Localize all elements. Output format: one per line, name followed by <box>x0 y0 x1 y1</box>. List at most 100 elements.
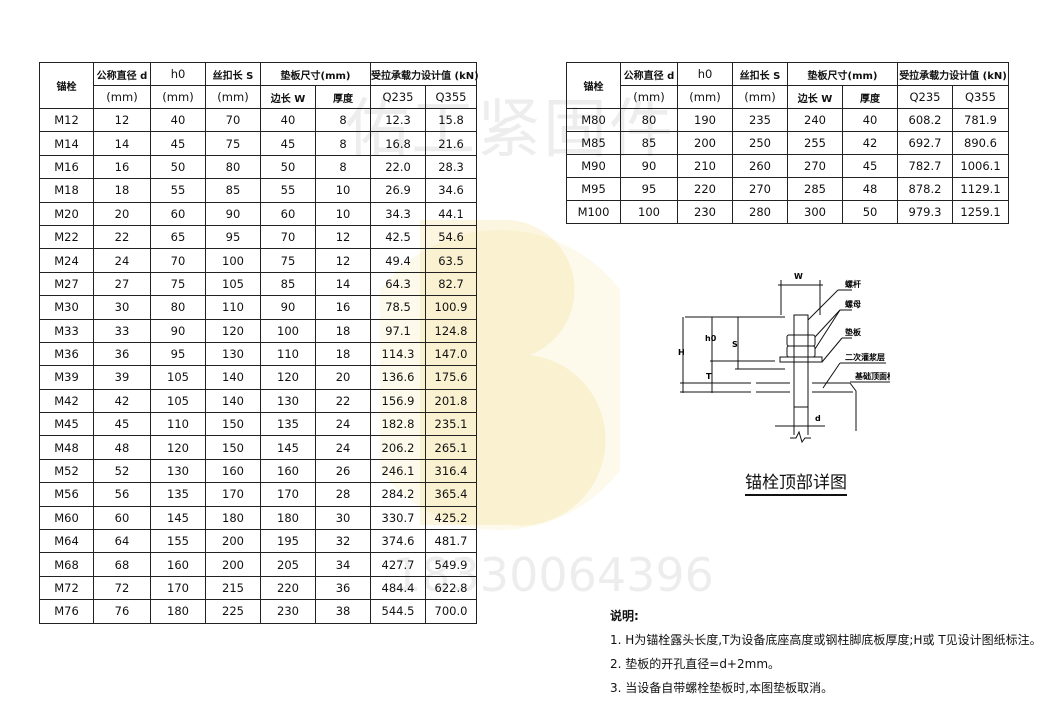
table-cell: M76 <box>39 599 94 624</box>
table-cell: 374.6 <box>370 529 427 554</box>
note-item: 1. H为锚栓露头长度,T为设备底座高度或钢柱脚底板厚度;H或 T见设计图纸标注… <box>610 633 1042 647</box>
header-plate-t: 厚度 <box>841 85 899 109</box>
table-cell: 105 <box>150 365 206 390</box>
table-row: M12 12 40 70 40 8 12.3 15.8 <box>39 107 478 133</box>
table-cell: 16.8 <box>370 131 427 156</box>
label-d: d <box>815 414 821 423</box>
table-cell: 12 <box>314 224 372 250</box>
header-load: 受拉承载力设计值 (kN) <box>370 62 479 86</box>
table-cell: 40 <box>841 108 899 132</box>
table-cell: 120 <box>260 365 316 390</box>
table-row: M64 64 155 200 195 32 374.6 481.7 <box>39 529 478 554</box>
diagram-title: 锚栓顶部详图 <box>745 468 847 496</box>
table-cell: M48 <box>39 435 94 460</box>
table-cell: 50 <box>841 200 899 224</box>
header-bolt: 锚栓 <box>566 62 621 109</box>
header-diameter: 公称直径 d <box>93 62 151 86</box>
table-cell: 270 <box>787 154 843 178</box>
table-row: M95 95 220 270 285 48 878.2 1129.1 <box>566 177 1010 201</box>
table-cell: 40 <box>150 107 206 133</box>
table-row: M76 76 180 225 230 38 544.5 700.0 <box>39 599 478 624</box>
table-cell: M36 <box>39 341 94 367</box>
table-cell: 782.7 <box>897 154 954 178</box>
table-cell: 160 <box>150 552 206 577</box>
table-cell: 64.3 <box>370 271 427 297</box>
table-cell: 60 <box>93 505 151 531</box>
table-cell: 12 <box>314 248 372 273</box>
table-cell: 22 <box>93 224 151 250</box>
table-cell: 692.7 <box>897 131 954 155</box>
table-cell: 150 <box>205 412 261 437</box>
table-cell: 95 <box>205 224 261 250</box>
table-cell: 22 <box>314 388 372 414</box>
table-cell: 85 <box>260 271 316 297</box>
label-grout: 二次灌浆层 <box>845 352 885 362</box>
table-cell: 210 <box>677 154 733 178</box>
table-row: M42 42 105 140 130 22 156.9 201.8 <box>39 388 478 414</box>
table-cell: 120 <box>150 435 206 460</box>
table-row: M48 48 120 150 145 24 206.2 265.1 <box>39 435 478 460</box>
table-cell: 120 <box>205 318 261 343</box>
table-cell: 76 <box>93 599 151 624</box>
table-cell: 10 <box>314 201 372 226</box>
table-cell: 95 <box>620 177 678 201</box>
table-cell: 90 <box>205 201 261 226</box>
table-cell: 34.6 <box>425 178 478 203</box>
table-cell: 75 <box>150 271 206 297</box>
table-cell: 80 <box>620 108 678 132</box>
table-row: M56 56 135 170 170 28 284.2 365.4 <box>39 482 478 507</box>
table-cell: 220 <box>260 575 316 601</box>
table-cell: 246.1 <box>370 458 427 484</box>
header-h0: h0 <box>677 62 733 86</box>
table-cell: 36 <box>314 575 372 601</box>
table-cell: 160 <box>260 458 316 484</box>
table-cell: 90 <box>260 295 316 320</box>
table-cell: 54.6 <box>425 224 478 250</box>
table-row: M100 100 230 280 300 50 979.3 1259.1 <box>566 200 1010 224</box>
header-h0: h0 <box>150 62 206 86</box>
table-cell: 300 <box>787 200 843 224</box>
label-s: S <box>732 340 738 349</box>
table-cell: 700.0 <box>425 599 478 624</box>
table-cell: 105 <box>205 271 261 297</box>
table-cell: 27 <box>93 271 151 297</box>
anchor-bolt-detail-diagram: W H h0 S T d 螺杆 螺母 垫板 二次灌浆层 基础顶面标高 <box>678 272 890 444</box>
table-cell: 215 <box>205 575 261 601</box>
table-cell: 55 <box>260 178 316 203</box>
table-cell: 12 <box>93 107 151 133</box>
table-cell: M33 <box>39 318 94 343</box>
table-cell: M100 <box>566 200 621 224</box>
table-cell: 425.2 <box>425 505 478 531</box>
table-cell: 16 <box>314 295 372 320</box>
header-row: 锚栓 公称直径 d h0 丝扣长 S 垫板尺寸(mm) 受拉承载力设计值 (kN) <box>39 62 479 109</box>
table-row: M85 85 200 250 255 42 692.7 890.6 <box>566 131 1010 155</box>
table-cell: 45 <box>260 131 316 156</box>
header-plate: 垫板尺寸(mm) <box>786 62 899 86</box>
table-cell: 220 <box>677 177 733 201</box>
table-cell: 608.2 <box>897 108 954 132</box>
table-cell: 110 <box>260 341 316 367</box>
table-cell: 75 <box>205 131 261 156</box>
table-cell: 10 <box>314 178 372 203</box>
table-cell: M80 <box>566 108 621 132</box>
table-cell: 70 <box>260 224 316 250</box>
table-row: M60 60 145 180 180 30 330.7 425.2 <box>39 505 478 531</box>
notes-title: 说明: <box>610 609 639 623</box>
table-cell: 205 <box>260 552 316 577</box>
table-cell: 48 <box>93 435 151 460</box>
header-unit: (mm) <box>732 85 788 109</box>
note-item: 3. 当设备自带螺栓垫板时,本图垫板取消。 <box>610 681 834 695</box>
table-cell: 100 <box>260 318 316 343</box>
table-cell: 330.7 <box>370 505 427 531</box>
table-cell: M18 <box>39 178 94 203</box>
table-cell: 105 <box>150 388 206 414</box>
table-cell: 70 <box>150 248 206 273</box>
table-cell: 65 <box>150 224 206 250</box>
table-row: M20 20 60 90 60 10 34.3 44.1 <box>39 201 478 226</box>
header-unit: (mm) <box>620 85 678 109</box>
table-cell: 145 <box>150 505 206 531</box>
table-cell: 95 <box>150 341 206 367</box>
table-cell: 230 <box>260 599 316 624</box>
table-cell: 14 <box>314 271 372 297</box>
table-cell: 20 <box>93 201 151 226</box>
